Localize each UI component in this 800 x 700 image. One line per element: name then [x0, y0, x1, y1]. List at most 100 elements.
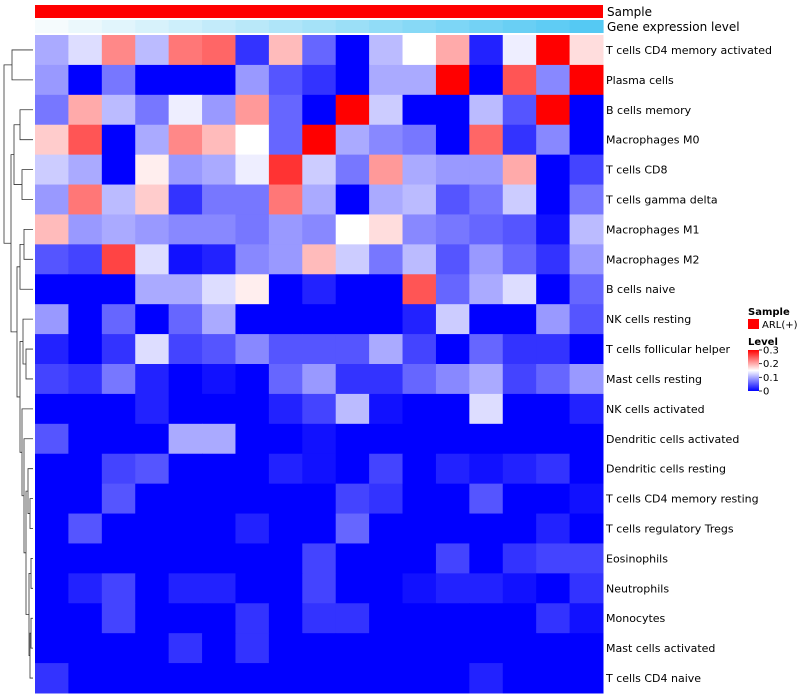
- heatmap-cell: [536, 483, 571, 515]
- heatmap-cell: [168, 214, 203, 245]
- heatmap-cell: [268, 94, 303, 126]
- heatmap-cell: [569, 94, 604, 126]
- heatmap-cell: [35, 573, 69, 604]
- heatmap-cell: [135, 274, 170, 305]
- annotation-cell-expression: [235, 20, 270, 33]
- heatmap-cell: [35, 334, 69, 365]
- heatmap-cell: [135, 393, 170, 425]
- heatmap-cell: [302, 35, 337, 66]
- heatmap-cell: [569, 483, 604, 515]
- annotation-cell-expression: [268, 20, 303, 33]
- heatmap-cell: [101, 94, 136, 126]
- heatmap-cell: [101, 244, 136, 275]
- heatmap-cell: [268, 453, 303, 485]
- heatmap-cell: [68, 304, 103, 335]
- heatmap-cell: [402, 393, 437, 425]
- heatmap-cell: [569, 304, 604, 335]
- heatmap-cell: [202, 214, 236, 245]
- legend-level-title: Level: [748, 337, 778, 348]
- heatmap-cell: [302, 573, 337, 604]
- heatmap-cell: [235, 633, 270, 664]
- heatmap-cell: [202, 483, 236, 515]
- heatmap-cell: [569, 154, 604, 186]
- heatmap-cell: [235, 274, 270, 305]
- heatmap-cell: [268, 124, 303, 156]
- heatmap-cell: [469, 663, 504, 694]
- heatmap-cell: [569, 244, 604, 275]
- heatmap-cell: [68, 334, 103, 365]
- heatmap-cell: [35, 423, 69, 455]
- row-label: Mast cells activated: [606, 642, 715, 655]
- row-label: B cells memory: [606, 104, 692, 117]
- row-label: Macrophages M0: [606, 134, 699, 147]
- heatmap-cell: [35, 453, 69, 485]
- heatmap-cell: [168, 393, 203, 425]
- heatmap-cell: [135, 64, 170, 96]
- heatmap-cell: [268, 35, 303, 66]
- heatmap-cell: [335, 214, 370, 245]
- heatmap-cell: [536, 633, 571, 664]
- heatmap-cell: [101, 453, 136, 485]
- heatmap-cell: [35, 94, 69, 126]
- heatmap-cell: [168, 94, 203, 126]
- heatmap-cell: [335, 603, 370, 634]
- heatmap-cell: [469, 334, 504, 365]
- heatmap-cell: [202, 393, 236, 425]
- heatmap-cell: [302, 483, 337, 515]
- heatmap-cell: [402, 304, 437, 335]
- heatmap-cell: [435, 154, 470, 186]
- heatmap-cell: [469, 603, 504, 634]
- heatmap-cell: [335, 364, 370, 395]
- heatmap-cell: [302, 184, 337, 215]
- heatmap-cell: [502, 64, 537, 96]
- heatmap-cell: [168, 573, 203, 604]
- annotation-cell-expression: [536, 20, 571, 33]
- heatmap-cell: [536, 244, 571, 275]
- heatmap-cell: [302, 94, 337, 126]
- heatmap-cell: [68, 244, 103, 275]
- heatmap-cell: [502, 184, 537, 215]
- heatmap-cell: [502, 244, 537, 275]
- heatmap-cell: [369, 274, 404, 305]
- heatmap-cell: [569, 35, 604, 66]
- dendrogram-branch: [3, 64, 12, 244]
- heatmap-cell: [268, 483, 303, 515]
- heatmap-cell: [202, 603, 236, 634]
- heatmap-cell: [302, 453, 337, 485]
- heatmap-cell: [536, 274, 571, 305]
- heatmap-cell: [101, 64, 136, 96]
- heatmap-cell: [402, 423, 437, 455]
- legend-tick-label: 0.3: [763, 346, 779, 357]
- heatmap-cell: [168, 513, 203, 544]
- heatmap-cell: [435, 513, 470, 544]
- dendrogram-branch: [27, 468, 33, 514]
- heatmap-cell: [135, 124, 170, 156]
- heatmap-cell: [335, 64, 370, 96]
- heatmap-cell: [168, 274, 203, 305]
- heatmap-cell: [268, 64, 303, 96]
- heatmap-cell: [402, 184, 437, 215]
- heatmap-cell: [302, 64, 337, 96]
- heatmap-cell: [335, 35, 370, 66]
- heatmap-cell: [569, 663, 604, 694]
- annotation-cell-expression: [68, 20, 103, 33]
- heatmap-cell: [135, 244, 170, 275]
- dendrogram-branch: [30, 558, 33, 589]
- heatmap-cell: [135, 423, 170, 455]
- heatmap-cell: [101, 274, 136, 305]
- heatmap-cell: [536, 513, 571, 544]
- heatmap-cell: [235, 124, 270, 156]
- heatmap-cell: [35, 184, 69, 215]
- heatmap-cell: [135, 453, 170, 485]
- heatmap-cell: [235, 423, 270, 455]
- heatmap-cell: [268, 274, 303, 305]
- heatmap-cell: [101, 184, 136, 215]
- heatmap-cell: [235, 393, 270, 425]
- heatmap-cell: [569, 393, 604, 425]
- heatmap-cell: [536, 453, 571, 485]
- heatmap-cell: [235, 94, 270, 126]
- heatmap-cell: [268, 184, 303, 215]
- heatmap-cell: [369, 543, 404, 574]
- heatmap-cell: [68, 94, 103, 126]
